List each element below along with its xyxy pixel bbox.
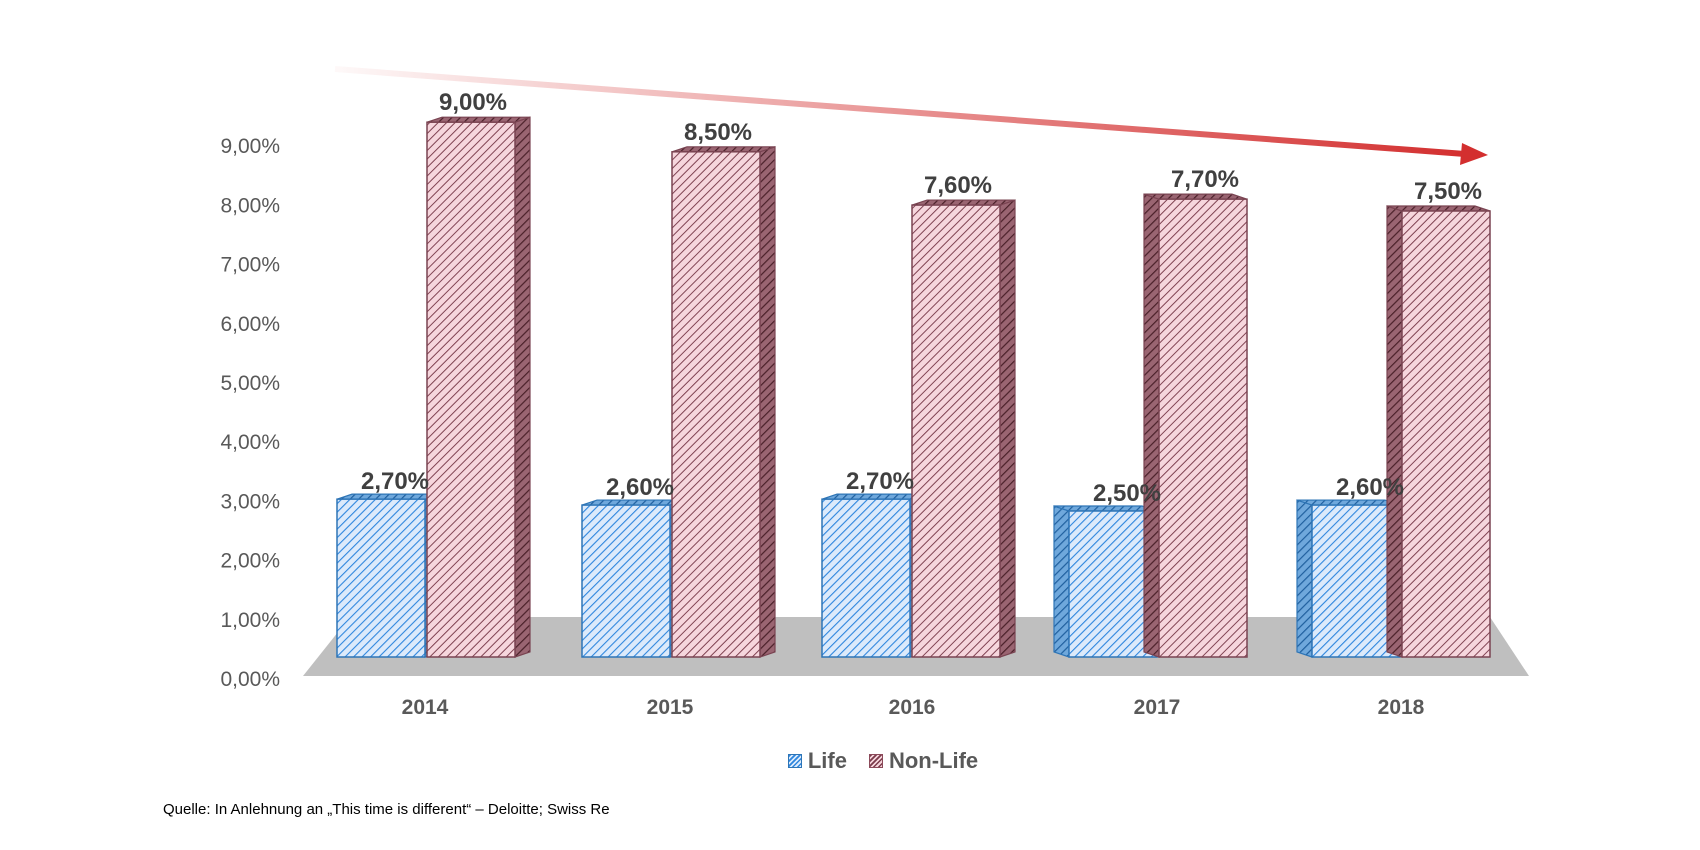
data-label-nonlife: 7,60% (924, 172, 992, 199)
x-tick-label: 2014 (402, 696, 449, 719)
bar-nonlife (671, 145, 776, 658)
legend-label-life: Life (807, 748, 847, 773)
bar-life (581, 499, 686, 658)
data-label-nonlife: 7,70% (1171, 166, 1239, 193)
x-tick-label: 2015 (647, 696, 694, 719)
y-tick-label: 1,00% (220, 609, 280, 632)
x-tick-label: 2017 (1134, 696, 1181, 719)
x-tick-label: 2018 (1378, 696, 1425, 719)
y-tick-label: 0,00% (220, 668, 280, 691)
bar-nonlife (1143, 193, 1248, 658)
bar-life (1053, 505, 1158, 658)
x-axis: 2014 2015 2016 2017 2018 (402, 696, 1425, 719)
legend: Life Non-Life (0, 748, 1700, 774)
source-note: Quelle: In Anlehnung an „This time is di… (163, 801, 610, 818)
bar-life (1296, 499, 1401, 658)
legend-item-nonlife: Non-Life (868, 748, 979, 774)
trend-arrow (334, 66, 1488, 165)
y-tick-label: 5,00% (220, 372, 280, 395)
x-tick-label: 2016 (889, 696, 936, 719)
y-tick-label: 7,00% (220, 254, 280, 277)
legend-swatch-nonlife (868, 754, 883, 768)
bars: 2,70% 9,00% 2,60% 8,50% 2,70% 7,60% 2,50% 7,70%… (336, 89, 1491, 658)
y-tick-label: 8,00% (220, 194, 280, 217)
y-axis: 0,00% 1,00% 2,00% 3,00% 4,00% 5,00% 6,00% 7,00%… (220, 135, 280, 691)
legend-item-life: Life (787, 748, 847, 774)
legend-label-nonlife: Non-Life (888, 748, 979, 773)
data-label-life: 2,70% (846, 468, 914, 495)
bar-nonlife (911, 199, 1016, 658)
data-label-life: 2,60% (1336, 474, 1404, 501)
data-label-nonlife: 9,00% (439, 89, 507, 116)
legend-swatch-life (787, 754, 802, 768)
bar-nonlife (426, 116, 531, 658)
y-tick-label: 4,00% (220, 431, 280, 454)
bar-life (821, 493, 926, 658)
bar-nonlife (1386, 205, 1491, 658)
bar-life (336, 493, 441, 658)
y-tick-label: 2,00% (220, 550, 280, 573)
data-label-nonlife: 7,50% (1414, 178, 1482, 205)
y-tick-label: 6,00% (220, 313, 280, 336)
data-label-life: 2,70% (361, 468, 429, 495)
data-label-nonlife: 8,50% (684, 119, 752, 146)
data-label-life: 2,50% (1093, 480, 1161, 507)
y-tick-label: 3,00% (220, 490, 280, 513)
y-tick-label: 9,00% (220, 135, 280, 158)
data-label-life: 2,60% (606, 474, 674, 501)
